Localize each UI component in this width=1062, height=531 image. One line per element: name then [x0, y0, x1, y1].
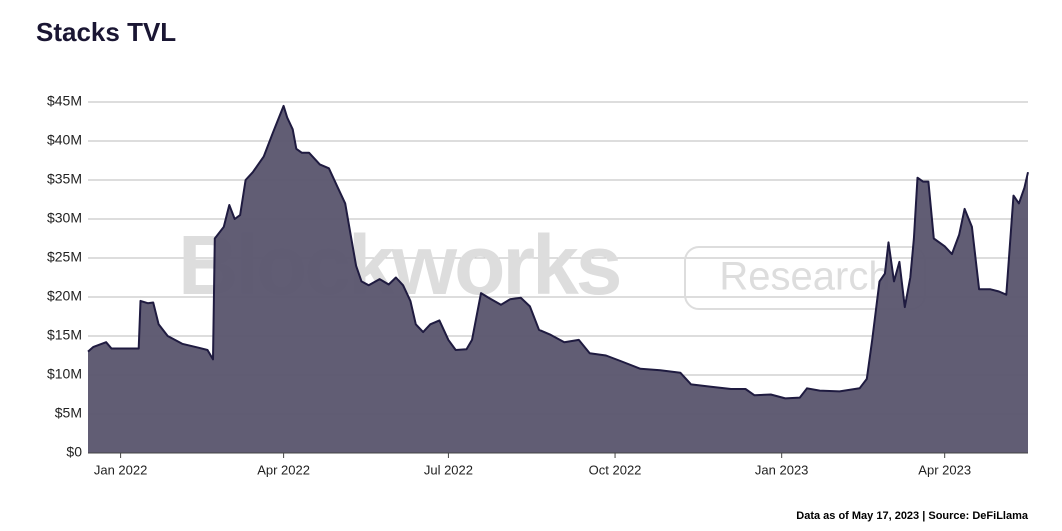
y-tick-label: $0	[66, 444, 82, 460]
x-tick-label: Apr 2022	[257, 462, 310, 477]
x-tick-label: Jul 2022	[424, 462, 473, 477]
x-tick-label: Jan 2023	[755, 462, 809, 477]
y-tick-label: $5M	[55, 405, 82, 421]
source-note: Data as of May 17, 2023 | Source: DeFiLl…	[796, 510, 1029, 522]
y-tick-label: $25M	[47, 249, 82, 265]
line	[87, 104, 1029, 400]
y-tick-label: $40M	[47, 132, 82, 148]
x-tick-label: Apr 2023	[918, 462, 971, 477]
x-tick-label: Jan 2022	[94, 462, 148, 477]
y-tick-label: $10M	[47, 366, 82, 382]
y-tick-label: $30M	[47, 210, 82, 226]
y-tick-label: $35M	[47, 171, 82, 187]
x-tick-label: Oct 2022	[589, 462, 642, 477]
y-tick-label: $15M	[47, 327, 82, 343]
chart-title: Stacks TVL	[36, 17, 176, 47]
area	[88, 105, 1028, 454]
y-tick-label: $45M	[47, 93, 82, 109]
watermark-text: Research	[719, 255, 890, 299]
y-tick-label: $20M	[47, 288, 82, 304]
